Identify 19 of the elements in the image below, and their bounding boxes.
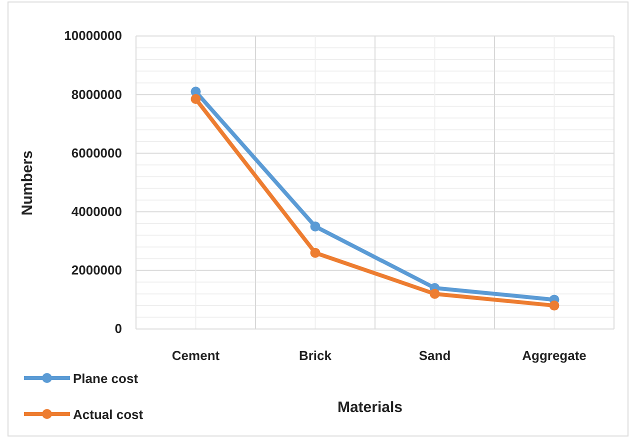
x-tick-label: Brick <box>298 348 332 364</box>
point <box>310 221 320 232</box>
y-axis-title: Numbers <box>19 150 36 216</box>
x-tick-label: Cement <box>172 348 220 364</box>
point <box>549 300 560 311</box>
y-tick-label: 10000000 <box>64 28 122 44</box>
x-tick-label: Sand <box>418 348 451 364</box>
y-tick-label: 2000000 <box>71 262 122 278</box>
point <box>310 248 320 258</box>
y-tick-label: 0 <box>114 321 122 336</box>
x-tick-label: Aggregate <box>522 348 586 364</box>
legend-label: Actual cost <box>73 407 144 422</box>
y-tick-label: 4000000 <box>71 204 122 219</box>
point <box>190 94 201 104</box>
y-tick-label: 6000000 <box>71 145 122 160</box>
legend-label: Plane cost <box>73 371 139 386</box>
y-tick-label: 8000000 <box>71 86 122 102</box>
x-axis-title: Materials <box>337 399 403 416</box>
point <box>430 288 440 299</box>
